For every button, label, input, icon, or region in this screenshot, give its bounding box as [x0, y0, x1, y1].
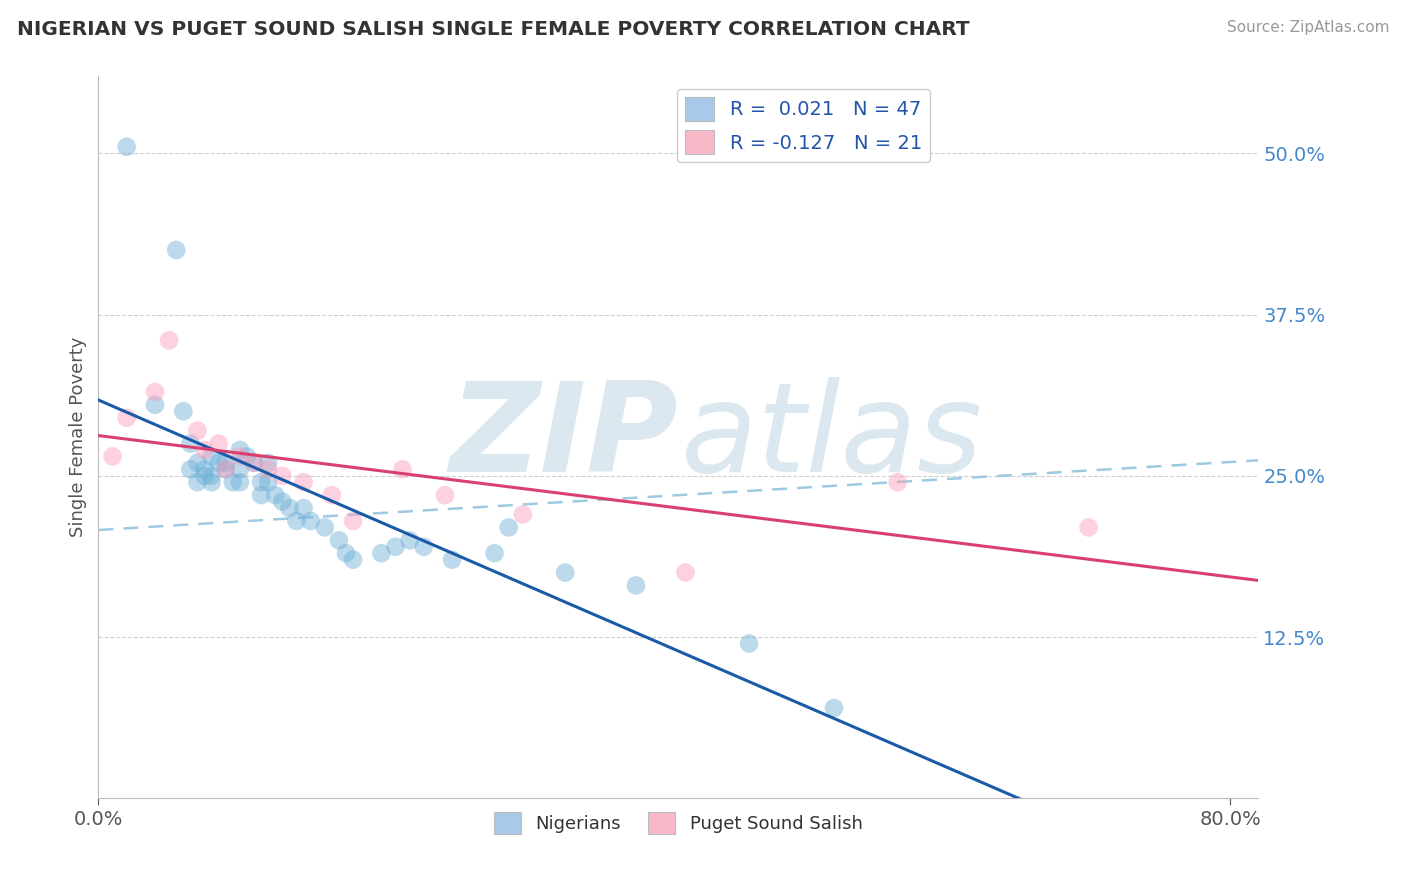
Point	[200, 450, 222, 464]
Point	[314, 520, 336, 534]
Point	[278, 501, 301, 516]
Point	[200, 468, 222, 483]
Point	[292, 501, 315, 516]
Point	[257, 462, 280, 476]
Point	[886, 475, 908, 490]
Point	[243, 456, 266, 470]
Point	[243, 456, 266, 470]
Point	[200, 475, 222, 490]
Text: Source: ZipAtlas.com: Source: ZipAtlas.com	[1226, 20, 1389, 35]
Text: ZIP: ZIP	[450, 376, 678, 498]
Point	[229, 450, 252, 464]
Legend: Nigerians, Puget Sound Salish: Nigerians, Puget Sound Salish	[486, 805, 870, 841]
Point	[554, 566, 576, 580]
Point	[412, 540, 434, 554]
Point	[222, 475, 245, 490]
Point	[165, 243, 187, 257]
Point	[264, 488, 287, 502]
Point	[115, 410, 138, 425]
Point	[236, 450, 259, 464]
Text: NIGERIAN VS PUGET SOUND SALISH SINGLE FEMALE POVERTY CORRELATION CHART: NIGERIAN VS PUGET SOUND SALISH SINGLE FE…	[17, 20, 970, 38]
Point	[186, 424, 208, 438]
Point	[186, 456, 208, 470]
Point	[823, 701, 845, 715]
Point	[271, 494, 294, 508]
Point	[1077, 520, 1099, 534]
Point	[498, 520, 520, 534]
Point	[512, 508, 534, 522]
Point	[157, 334, 180, 348]
Point	[391, 462, 413, 476]
Point	[193, 442, 215, 457]
Point	[179, 462, 201, 476]
Point	[250, 488, 273, 502]
Point	[208, 456, 231, 470]
Point	[335, 546, 357, 560]
Point	[370, 546, 392, 560]
Point	[257, 456, 280, 470]
Point	[484, 546, 506, 560]
Point	[115, 140, 138, 154]
Point	[328, 533, 350, 548]
Point	[215, 462, 238, 476]
Point	[738, 636, 761, 650]
Point	[675, 566, 697, 580]
Point	[285, 514, 308, 528]
Point	[193, 462, 215, 476]
Point	[342, 514, 364, 528]
Point	[172, 404, 194, 418]
Point	[257, 475, 280, 490]
Point	[342, 552, 364, 566]
Point	[321, 488, 343, 502]
Point	[292, 475, 315, 490]
Point	[186, 475, 208, 490]
Point	[215, 456, 238, 470]
Point	[271, 468, 294, 483]
Point	[143, 398, 166, 412]
Point	[398, 533, 420, 548]
Point	[384, 540, 406, 554]
Point	[143, 384, 166, 399]
Point	[299, 514, 322, 528]
Point	[229, 462, 252, 476]
Point	[215, 462, 238, 476]
Point	[433, 488, 456, 502]
Point	[229, 442, 252, 457]
Point	[229, 475, 252, 490]
Point	[624, 578, 647, 592]
Point	[250, 475, 273, 490]
Point	[193, 468, 215, 483]
Point	[179, 436, 201, 450]
Text: atlas: atlas	[681, 376, 983, 498]
Point	[101, 450, 124, 464]
Point	[208, 436, 231, 450]
Y-axis label: Single Female Poverty: Single Female Poverty	[69, 337, 87, 537]
Point	[441, 552, 464, 566]
